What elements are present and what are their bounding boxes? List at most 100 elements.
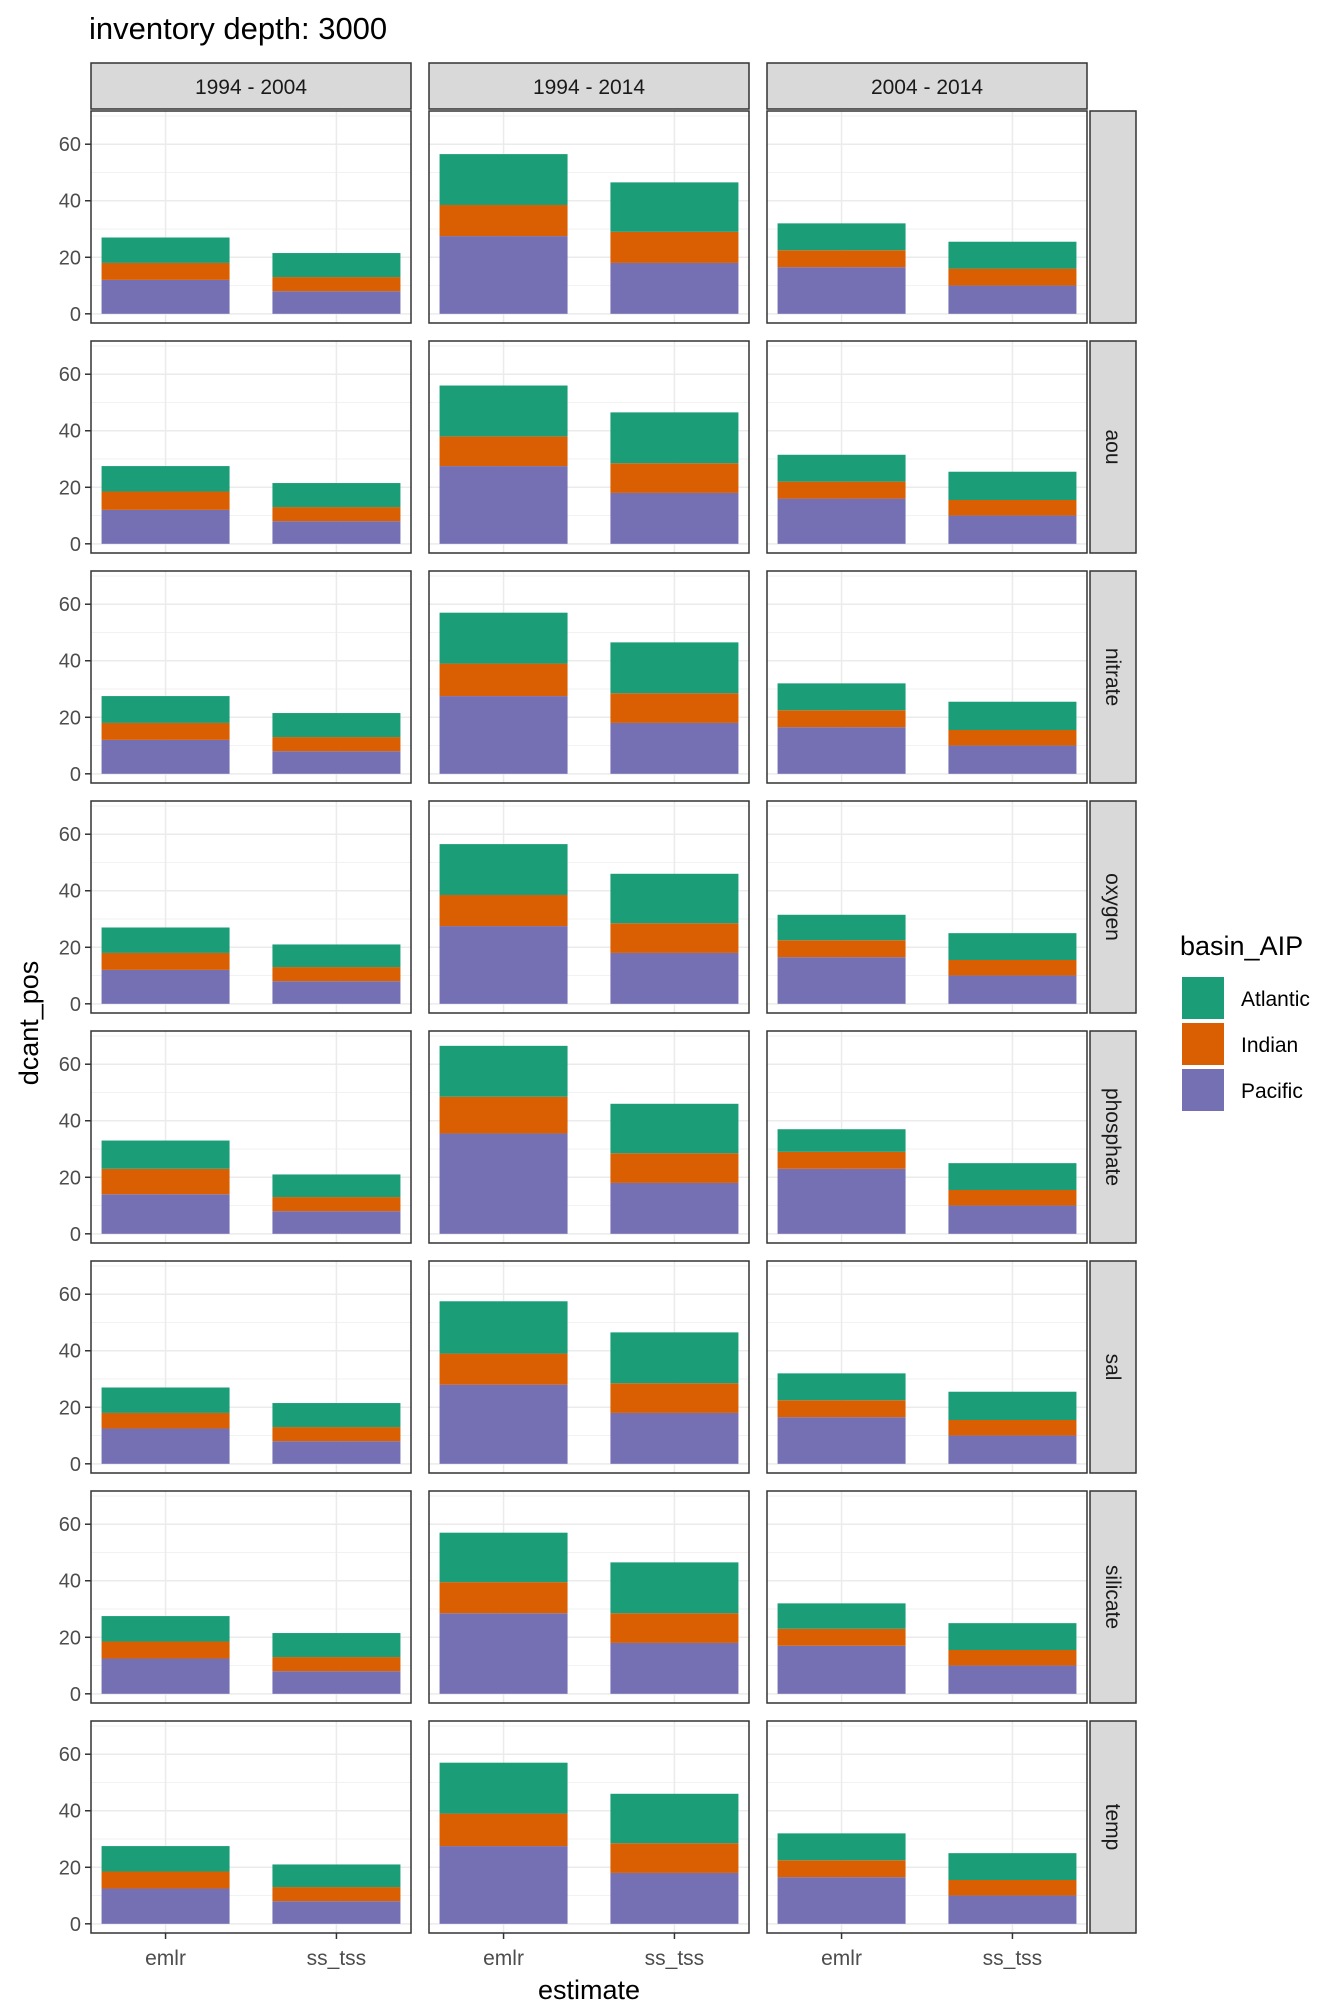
y-tick-label: 0 xyxy=(70,764,81,786)
panel-border xyxy=(766,1260,1088,1474)
y-axis-title: dcant_pos xyxy=(14,961,44,1086)
y-tick-label: 40 xyxy=(59,1341,81,1363)
y-tick-label: 20 xyxy=(59,1857,81,1879)
row-strip-label: sal xyxy=(1101,1354,1124,1381)
y-tick-label: 40 xyxy=(59,1111,81,1133)
panel-oxygen-2004-2014 xyxy=(766,800,1088,1014)
chart-title: inventory depth: 3000 xyxy=(89,11,387,46)
bar-emlr-indian xyxy=(439,436,568,467)
bar-emlr-atlantic xyxy=(777,683,906,711)
bar-emlr-pacific xyxy=(101,1888,230,1924)
y-tick-label: 60 xyxy=(59,1514,81,1536)
row-strip-label: nitrate xyxy=(1101,648,1124,706)
bar-ss-tss-pacific xyxy=(948,1205,1077,1234)
bar-emlr-pacific xyxy=(777,1168,906,1234)
y-tick-label: 60 xyxy=(59,134,81,156)
panel-blank-1994-2004 xyxy=(90,110,412,324)
x-tick-label: ss_tss xyxy=(645,1947,705,1970)
bar-ss-tss-pacific xyxy=(610,722,739,774)
bar-ss-tss-pacific xyxy=(272,751,401,774)
y-tick-label: 40 xyxy=(59,191,81,213)
bar-ss-tss-atlantic xyxy=(610,642,739,694)
legend-label-atlantic: Atlantic xyxy=(1241,988,1310,1011)
y-tick-label: 20 xyxy=(59,247,81,269)
panel-border xyxy=(766,1490,1088,1704)
panel-border xyxy=(428,800,750,1014)
legend-items: Atlantic Indian Pacific xyxy=(1182,977,1310,1111)
y-tick-label: 40 xyxy=(59,1571,81,1593)
bar-emlr-indian xyxy=(777,710,906,728)
y-tick-label: 20 xyxy=(59,477,81,499)
bar-ss-tss-indian xyxy=(272,967,401,982)
bar-emlr-atlantic xyxy=(439,1762,568,1814)
bar-ss-tss-indian xyxy=(948,1880,1077,1896)
bar-emlr-atlantic xyxy=(777,914,906,941)
bar-ss-tss-indian xyxy=(948,268,1077,286)
bar-ss-tss-atlantic xyxy=(610,412,739,464)
bar-emlr-indian xyxy=(101,952,230,970)
bar-ss-tss-atlantic xyxy=(948,1623,1077,1650)
bar-ss-tss-atlantic xyxy=(948,471,1077,500)
y-tick-label: 60 xyxy=(59,1744,81,1766)
bar-emlr-pacific xyxy=(101,1428,230,1464)
y-tick-label: 40 xyxy=(59,1801,81,1823)
bar-emlr-atlantic xyxy=(777,454,906,482)
col-strip-label: 1994 - 2004 xyxy=(195,76,307,99)
bar-emlr-indian xyxy=(101,1412,230,1429)
panel-blank-2004-2014 xyxy=(766,110,1088,324)
bar-ss-tss-indian xyxy=(610,463,739,493)
bar-ss-tss-indian xyxy=(272,277,401,292)
panel-border xyxy=(428,340,750,554)
bar-ss-tss-pacific xyxy=(610,1872,739,1924)
bar-emlr-atlantic xyxy=(101,696,230,723)
row-strip-aou xyxy=(1089,340,1137,554)
bar-emlr-indian xyxy=(439,204,568,237)
bar-ss-tss-indian xyxy=(948,960,1077,976)
bar-ss-tss-atlantic xyxy=(272,1403,401,1428)
panel-aou-2004-2014 xyxy=(766,340,1088,554)
panel-phosphate-1994-2014 xyxy=(428,1030,750,1244)
bar-emlr-indian xyxy=(439,1353,568,1385)
y-tick-label: 20 xyxy=(59,1167,81,1189)
bar-ss-tss-atlantic xyxy=(272,713,401,738)
legend-key-pacific xyxy=(1182,1069,1224,1111)
bar-ss-tss-pacific xyxy=(272,291,401,314)
bar-emlr-pacific xyxy=(777,727,906,774)
bar-emlr-atlantic xyxy=(777,1833,906,1861)
bar-emlr-indian xyxy=(101,262,230,280)
bar-ss-tss-pacific xyxy=(272,1901,401,1924)
panel-aou-1994-2014 xyxy=(428,340,750,554)
x-axes: emlr ss_tss emlr ss_tss emlr ss_tss xyxy=(145,1933,1042,1970)
y-tick-label: 60 xyxy=(59,594,81,616)
bar-ss-tss-pacific xyxy=(610,1182,739,1234)
panel-border xyxy=(428,1260,750,1474)
bar-emlr-atlantic xyxy=(777,1603,906,1629)
bar-ss-tss-indian xyxy=(272,737,401,752)
panel-nitrate-1994-2004 xyxy=(90,570,412,784)
panel-border xyxy=(766,570,1088,784)
panel-sal-1994-2014 xyxy=(428,1260,750,1474)
row-strip-label: silicate xyxy=(1101,1565,1124,1629)
bar-emlr-pacific xyxy=(777,267,906,314)
bar-emlr-pacific xyxy=(439,1613,568,1694)
bar-ss-tss-atlantic xyxy=(948,1391,1077,1420)
bar-ss-tss-indian xyxy=(272,1887,401,1902)
y-tick-label: 60 xyxy=(59,364,81,386)
x-tick-label: emlr xyxy=(483,1947,524,1970)
bar-ss-tss-atlantic xyxy=(272,1864,401,1888)
bar-ss-tss-atlantic xyxy=(610,1562,739,1614)
bar-emlr-indian xyxy=(439,1096,568,1134)
bar-emlr-pacific xyxy=(777,498,906,544)
bar-emlr-pacific xyxy=(101,1658,230,1694)
bar-emlr-pacific xyxy=(101,279,230,314)
bar-emlr-atlantic xyxy=(439,1301,568,1354)
panel-silicate-1994-2014 xyxy=(428,1490,750,1704)
row-strip-label: temp xyxy=(1101,1804,1124,1851)
panel-border xyxy=(428,1720,750,1934)
x-tick-label: ss_tss xyxy=(983,1947,1043,1970)
panel-border xyxy=(766,1720,1088,1934)
panel-border xyxy=(766,800,1088,1014)
bar-ss-tss-indian xyxy=(610,231,739,263)
bar-emlr-atlantic xyxy=(101,1846,230,1872)
bar-ss-tss-atlantic xyxy=(272,483,401,508)
